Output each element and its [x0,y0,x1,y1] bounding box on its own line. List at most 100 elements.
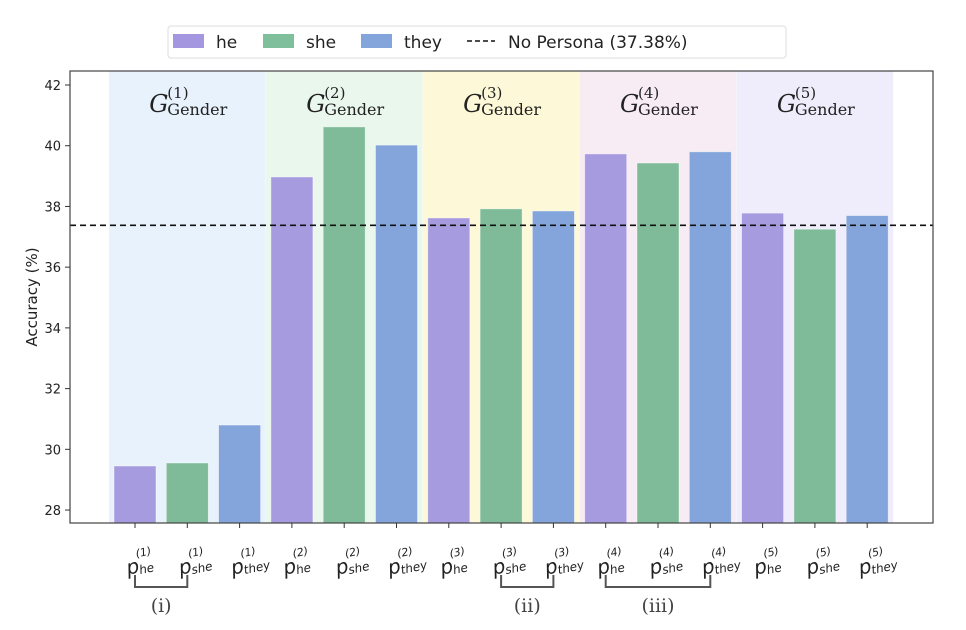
x-label-p: p [384,553,402,579]
x-label-p: p [228,553,246,579]
x-label-p: p [855,553,873,579]
x-tick-label: p(2)she [332,545,371,580]
x-label-sup: (4) [710,545,728,561]
bracket-annotations: (i) (ii) (iii) [134,575,712,617]
x-label-p: p [280,553,298,579]
x-label-sub: they [870,558,900,577]
y-tick-label: 32 [44,383,61,398]
x-label-p: p [175,553,193,579]
legend-box [167,25,787,59]
x-label-p: p [698,553,716,579]
x-label-sub: she [818,559,842,577]
group-title-2: G [306,90,325,118]
x-label-sup: (5) [762,545,780,561]
x-tick-label: p(1)they [228,545,273,580]
x-tick-label: p(1)he [123,545,156,580]
y-axis: 28 30 32 34 36 38 40 42 Accuracy (%) [23,79,70,519]
x-label-sup: (4) [657,545,675,561]
x-label-sub: he [765,560,783,577]
group-title-sub-2: Gender [324,100,384,119]
bar-they-5 [845,215,889,524]
bar-they-4 [688,151,732,524]
y-tick-label: 38 [44,200,61,215]
group-title-5: G [777,90,796,118]
legend-label-they: they [404,33,442,53]
bar-he-2 [270,176,314,524]
x-label-sub: she [190,559,214,577]
x-label-sub: they [242,558,272,577]
y-tick-label: 28 [44,504,61,519]
group-title-sup-4: (4) [638,84,659,102]
y-axis-label: Accuracy (%) [23,247,41,346]
x-tick-label: p(2)he [280,545,313,580]
group-title-4: G [620,90,639,118]
bar-they-2 [375,144,418,524]
y-tick-label: 34 [44,322,61,337]
x-label-p: p [646,553,664,579]
legend-label-she: she [306,33,336,53]
y-tick-label: 42 [44,79,61,94]
legend-swatch-he [173,34,204,48]
x-tick-label: p(4)he [594,545,626,580]
x-label-sup: (5) [814,545,832,561]
bracket-3 [604,575,712,588]
x-label-sub: he [608,560,626,577]
x-label-sup: (3) [501,545,519,561]
x-label-sup: (1) [134,545,152,561]
bar-he-3 [427,217,471,524]
bar-she-2 [322,126,366,524]
y-tick-label: 30 [44,443,61,458]
x-label-sub: they [399,558,429,577]
legend-label-he: he [216,33,237,53]
bar-he-5 [741,212,784,524]
bar-they-3 [532,210,575,524]
y-tick-label: 36 [44,261,61,276]
legend: he she they No Persona (37.38%) [167,25,787,59]
x-label-sub: they [556,558,586,577]
x-label-p: p [332,553,350,579]
x-tick-label: p(5)he [751,545,783,580]
legend-swatch-they [361,34,392,48]
x-label-sub: she [347,559,371,577]
legend-label-no-persona: No Persona (37.38%) [508,33,688,53]
x-label-sub: she [661,559,685,577]
bar-he-1 [113,465,157,524]
x-tick-label: p(3)he [437,545,470,580]
x-label-sub: he [452,560,470,577]
group-title-sub-5: Gender [795,100,855,119]
group-title-sup-5: (5) [795,84,816,102]
y-tick-label: 40 [44,140,61,155]
x-axis: p(1)he p(1)she p(1)they p(2)he p(2)she p(2)th… [123,523,900,580]
x-tick-label: p(3)they [541,545,586,580]
group-title-sub-1: Gender [167,100,227,119]
group-title-sub-4: Gender [638,100,698,119]
x-label-sup: (1) [239,545,257,561]
bracket-label-2: (ii) [514,595,541,617]
x-label-sup: (5) [867,545,885,561]
group-title-sup-1: (1) [167,84,188,102]
group-title-sup-3: (3) [481,84,502,102]
x-label-sup: (4) [605,545,623,561]
x-tick-label: p(4)they [698,545,743,580]
x-label-sup: (3) [553,545,571,561]
x-label-sup: (3) [448,545,466,561]
x-label-p: p [594,553,612,579]
group-titles: G(1)Gender G(2)Gender G(3)Gender G(4)Gender… [149,84,855,119]
bar-he-4 [584,153,628,524]
bar-she-1 [165,462,209,524]
x-label-p: p [803,553,821,579]
x-label-sub: he [138,560,156,577]
x-tick-label: p(4)she [646,545,685,580]
group-title-sub-3: Gender [481,100,541,119]
bar-they-1 [218,424,262,524]
bracket-label-3: (iii) [641,595,674,617]
x-label-sub: he [295,560,313,577]
x-label-sup: (2) [396,545,414,561]
x-tick-label: p(3)she [489,545,527,580]
x-label-sup: (2) [344,545,362,561]
x-label-p: p [489,553,507,579]
group-title-1: G [149,90,168,118]
bars [113,126,889,524]
bracket-1 [134,575,189,588]
